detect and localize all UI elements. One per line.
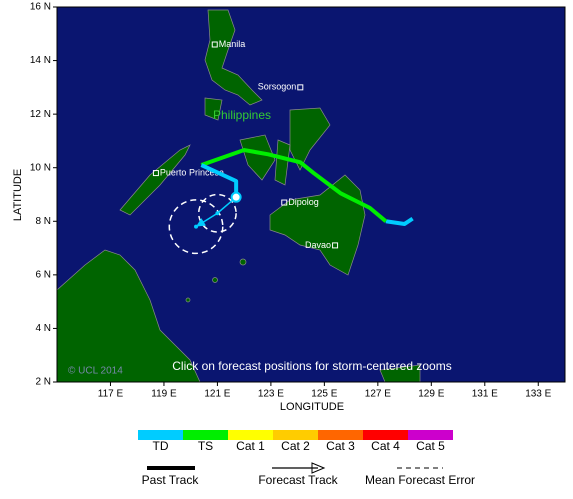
legend-label: TD <box>153 439 169 453</box>
legend-label: Cat 2 <box>281 439 310 453</box>
legend-line-label: Forecast Track <box>258 473 338 487</box>
y-tick-label: 12 N <box>30 109 51 120</box>
forecast-error-circle <box>168 199 224 255</box>
note[interactable]: Click on forecast positions for storm-ce… <box>172 359 451 373</box>
place-marker <box>152 170 159 177</box>
legend-label: TS <box>198 439 213 453</box>
legend-swatch <box>183 430 228 440</box>
x-tick-label: 119 E <box>151 389 177 400</box>
y-tick-label: 14 N <box>30 55 51 66</box>
x-tick-label: 133 E <box>525 389 551 400</box>
credit: © UCL 2014 <box>68 366 123 377</box>
place-label: Dipolog <box>288 197 319 207</box>
place-marker <box>211 41 218 48</box>
forecast-error-circle <box>197 193 237 233</box>
y-tick-label: 8 N <box>35 216 51 227</box>
legend-label: Cat 1 <box>236 439 265 453</box>
past-track <box>200 148 388 223</box>
legend-swatch <box>318 430 363 440</box>
x-tick-label: 123 E <box>258 389 284 400</box>
place-marker <box>332 242 339 249</box>
legend-swatch <box>138 430 183 440</box>
land <box>57 9 421 382</box>
forecast-position[interactable] <box>215 211 220 216</box>
place-marker <box>281 199 288 206</box>
legend-swatch <box>228 430 273 440</box>
legend-line-label: Past Track <box>142 473 200 487</box>
x-tick-label: 131 E <box>472 389 498 400</box>
x-tick-label: 117 E <box>98 389 124 400</box>
y-tick-label: 10 N <box>30 162 51 173</box>
place-marker <box>297 84 304 91</box>
y-tick-label: 16 N <box>30 2 51 13</box>
place-label: Sorsogon <box>258 82 297 92</box>
place-label: Manila <box>219 39 246 49</box>
legend-arrowhead <box>311 462 326 474</box>
past-track <box>385 216 414 226</box>
legend-line-label: Mean Forecast Error <box>365 473 475 487</box>
y-axis-label: LATITUDE <box>12 169 24 221</box>
map-frame <box>56 6 566 383</box>
y-tick-label: 2 N <box>35 377 51 388</box>
legend-label: Cat 5 <box>416 439 445 453</box>
legend-swatch <box>273 430 318 440</box>
x-tick-label: 125 E <box>311 389 337 400</box>
legend-label: Cat 4 <box>371 439 400 453</box>
legend-swatch <box>363 430 408 440</box>
current-position[interactable] <box>230 191 242 203</box>
y-tick-label: 4 N <box>35 323 51 334</box>
y-tick-label: 6 N <box>35 269 51 280</box>
forecast-arrowhead <box>196 218 206 227</box>
x-tick-label: 121 E <box>204 389 230 400</box>
place-label: Davao <box>305 240 331 250</box>
x-axis-label: LONGITUDE <box>280 401 344 413</box>
forecast-position[interactable] <box>194 224 199 229</box>
legend: TD TS Cat 1 Cat 2 Cat 3 Cat 4 Cat 5 Past Track F… <box>138 430 475 487</box>
x-tick-label: 129 E <box>418 389 444 400</box>
legend-swatch <box>408 430 453 440</box>
x-tick-label: 127 E <box>365 389 391 400</box>
region-label: Philippines <box>213 108 271 122</box>
place-label: Puerto Princesa <box>160 167 224 177</box>
legend-label: Cat 3 <box>326 439 355 453</box>
